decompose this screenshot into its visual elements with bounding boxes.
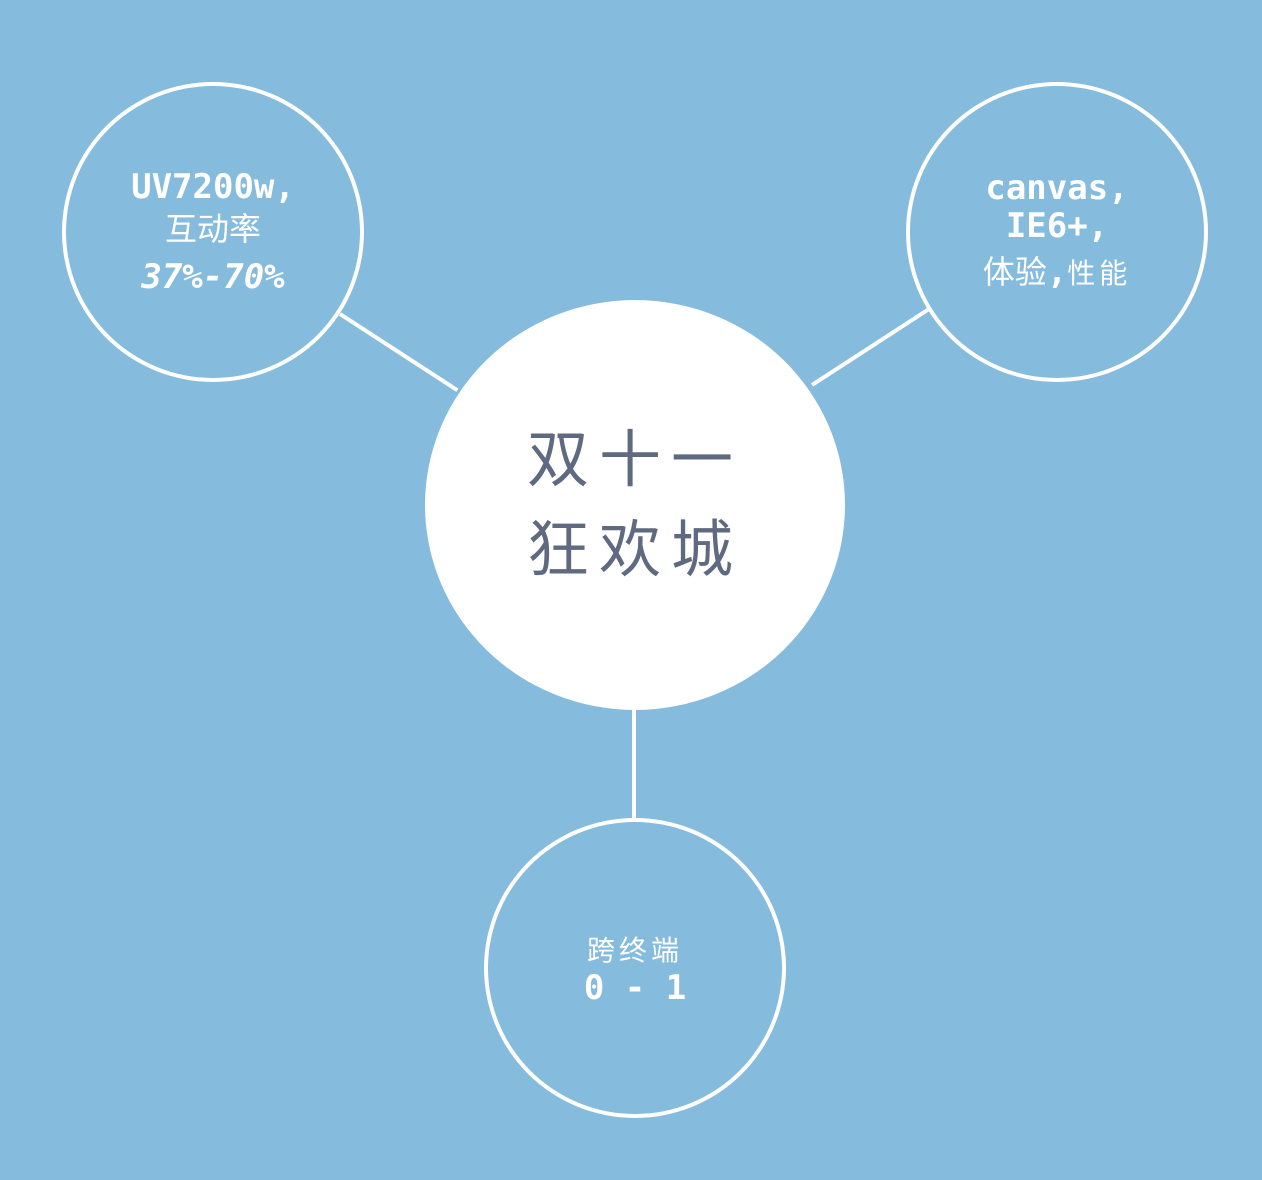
right-node: canvas, IE6+, 体验,性能 <box>906 82 1208 382</box>
right-node-comma: , <box>1046 252 1068 292</box>
bottom-node: 跨终端 0 - 1 <box>484 818 786 1118</box>
right-node-performance: 性能 <box>1067 257 1132 290</box>
left-node: UV7200w, 互动率 37%-70% <box>62 82 364 382</box>
bottom-node-cross-terminal: 跨终端 <box>586 934 683 967</box>
connector-right <box>810 307 931 387</box>
center-title-line2: 狂欢城 <box>526 513 743 586</box>
connector-bottom <box>632 710 636 822</box>
right-node-experience: 体验 <box>982 253 1047 291</box>
left-node-interaction-label: 互动率 <box>164 210 261 248</box>
center-node: 双十一 狂欢城 <box>425 300 845 710</box>
connector-left <box>338 312 459 392</box>
right-node-ie6: IE6+, <box>1005 206 1109 246</box>
left-node-uv: UV7200w, <box>131 167 295 207</box>
left-node-rate: 37%-70% <box>141 257 285 297</box>
right-node-experience-line: 体验,性能 <box>983 249 1132 295</box>
center-title-line1: 双十一 <box>526 423 743 496</box>
bottom-node-range: 0 - 1 <box>583 968 687 1008</box>
right-node-canvas: canvas, <box>985 168 1129 208</box>
